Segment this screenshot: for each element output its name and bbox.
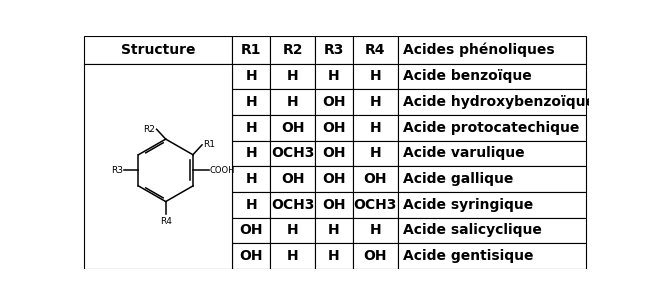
Text: H: H (286, 223, 298, 237)
Bar (353, 64, 398, 89)
Text: H: H (245, 146, 257, 160)
Bar (398, 89, 586, 115)
Bar (315, 89, 353, 115)
Bar (353, 243, 398, 269)
Bar (232, 89, 270, 115)
Text: OH: OH (281, 172, 304, 186)
Text: OH: OH (281, 121, 304, 135)
Text: OCH3: OCH3 (271, 146, 314, 160)
Bar (353, 166, 398, 192)
Bar (315, 64, 353, 89)
Bar (353, 140, 398, 166)
Text: R1: R1 (241, 43, 262, 57)
Text: Acide varulique: Acide varulique (403, 146, 525, 160)
Bar (270, 166, 315, 192)
Text: H: H (328, 249, 339, 263)
Text: H: H (370, 146, 381, 160)
Text: H: H (286, 95, 298, 109)
Text: R4: R4 (365, 43, 386, 57)
Bar (398, 217, 586, 243)
Bar (353, 192, 398, 217)
Text: R4: R4 (160, 217, 171, 226)
Text: Structure: Structure (121, 43, 196, 57)
Text: OH: OH (364, 249, 387, 263)
Bar (398, 64, 586, 89)
Bar (353, 217, 398, 243)
Bar (398, 140, 586, 166)
Text: R2: R2 (143, 125, 155, 134)
Text: H: H (328, 69, 339, 83)
Bar (398, 192, 586, 217)
Bar (353, 36, 398, 64)
Text: Acide gentisique: Acide gentisique (403, 249, 534, 263)
Text: OH: OH (239, 249, 263, 263)
Text: OH: OH (322, 198, 346, 212)
Bar (398, 36, 586, 64)
Bar (398, 243, 586, 269)
Bar (232, 217, 270, 243)
Text: H: H (370, 95, 381, 109)
Bar (232, 64, 270, 89)
Bar (84, 64, 232, 269)
Bar (315, 166, 353, 192)
Text: R1: R1 (203, 140, 216, 149)
Bar (270, 243, 315, 269)
Text: H: H (245, 172, 257, 186)
Bar (270, 64, 315, 89)
Bar (315, 192, 353, 217)
Bar (232, 166, 270, 192)
Text: R3: R3 (324, 43, 344, 57)
Text: H: H (370, 121, 381, 135)
Text: H: H (370, 69, 381, 83)
Text: H: H (245, 198, 257, 212)
Bar (270, 140, 315, 166)
Text: OH: OH (364, 172, 387, 186)
Text: Acide protocatechique: Acide protocatechique (403, 121, 579, 135)
Bar (315, 115, 353, 140)
Bar (270, 36, 315, 64)
Bar (270, 115, 315, 140)
Bar (270, 192, 315, 217)
Text: COOH: COOH (209, 166, 235, 175)
Text: Acide hydroxybenzoïque: Acide hydroxybenzoïque (403, 95, 595, 109)
Text: H: H (370, 223, 381, 237)
Text: Acides phénoliques: Acides phénoliques (403, 43, 555, 57)
Bar (398, 166, 586, 192)
Bar (232, 140, 270, 166)
Bar (270, 89, 315, 115)
Text: H: H (328, 223, 339, 237)
Text: H: H (245, 69, 257, 83)
Bar (353, 89, 398, 115)
Text: OH: OH (322, 121, 346, 135)
Bar (353, 115, 398, 140)
Text: OCH3: OCH3 (354, 198, 397, 212)
Text: R2: R2 (283, 43, 303, 57)
Text: Acide benzoïque: Acide benzoïque (403, 69, 532, 83)
Text: Acide gallique: Acide gallique (403, 172, 513, 186)
Text: H: H (245, 95, 257, 109)
Bar (315, 217, 353, 243)
Bar (315, 243, 353, 269)
Text: OH: OH (322, 95, 346, 109)
Text: Acide syringique: Acide syringique (403, 198, 533, 212)
Text: OH: OH (239, 223, 263, 237)
Text: Acide salicyclique: Acide salicyclique (403, 223, 542, 237)
Bar (232, 243, 270, 269)
Bar (232, 192, 270, 217)
Bar (398, 115, 586, 140)
Text: H: H (245, 121, 257, 135)
Text: OH: OH (322, 172, 346, 186)
Text: OCH3: OCH3 (271, 198, 314, 212)
Bar (232, 36, 270, 64)
Bar (270, 217, 315, 243)
Bar (84, 36, 232, 64)
Text: H: H (286, 249, 298, 263)
Bar (232, 115, 270, 140)
Bar (315, 36, 353, 64)
Text: OH: OH (322, 146, 346, 160)
Bar (315, 140, 353, 166)
Text: R3: R3 (111, 166, 123, 175)
Text: H: H (286, 69, 298, 83)
